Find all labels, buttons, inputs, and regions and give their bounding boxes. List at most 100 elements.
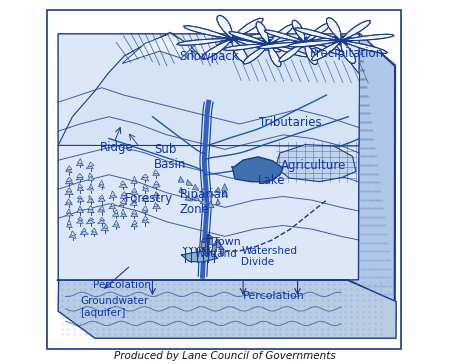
Polygon shape [78,217,83,221]
Polygon shape [101,226,108,231]
Text: Percolation: Percolation [93,280,151,290]
Polygon shape [78,183,83,188]
Polygon shape [152,194,160,198]
Polygon shape [133,176,136,181]
Polygon shape [111,203,116,207]
Polygon shape [91,230,98,235]
Polygon shape [58,280,396,338]
Text: Sub
Basin: Sub Basin [154,143,187,171]
Polygon shape [98,209,105,212]
Polygon shape [201,188,206,193]
Polygon shape [66,188,72,192]
Polygon shape [142,206,148,211]
Text: Tributaries: Tributaries [260,116,322,128]
Polygon shape [67,223,72,228]
Polygon shape [181,251,218,262]
Polygon shape [194,194,199,201]
Polygon shape [67,219,71,225]
Polygon shape [154,202,158,207]
Text: Snowpack: Snowpack [180,50,239,63]
Polygon shape [98,220,105,224]
Polygon shape [130,213,138,217]
Text: Groundwater
[aquifer]: Groundwater [aquifer] [80,296,148,318]
Polygon shape [98,184,104,188]
Polygon shape [120,181,126,185]
Polygon shape [207,191,214,197]
Bar [202,242,205,247]
Polygon shape [288,17,394,63]
Polygon shape [87,197,94,203]
Polygon shape [66,199,72,203]
Text: Wetland: Wetland [194,249,237,259]
Polygon shape [142,219,149,223]
Polygon shape [88,218,94,221]
Polygon shape [112,213,119,217]
Polygon shape [98,198,105,202]
Polygon shape [209,235,213,238]
Polygon shape [81,228,86,232]
Polygon shape [120,199,127,204]
Polygon shape [58,34,396,302]
Polygon shape [258,20,351,64]
Polygon shape [88,173,93,177]
Polygon shape [87,208,94,213]
Polygon shape [153,204,161,209]
Polygon shape [100,217,105,221]
Polygon shape [222,191,227,197]
Polygon shape [142,198,149,202]
Polygon shape [65,191,73,195]
Polygon shape [141,209,148,213]
Polygon shape [219,245,225,250]
Polygon shape [179,187,184,194]
Text: Town: Town [213,237,241,247]
Polygon shape [66,177,72,181]
Polygon shape [130,191,138,195]
Polygon shape [208,201,214,208]
Polygon shape [132,209,137,214]
Polygon shape [132,200,137,203]
Bar [205,249,209,254]
Bar [216,242,220,247]
Polygon shape [178,177,184,182]
Polygon shape [186,179,193,186]
Polygon shape [154,191,158,195]
Polygon shape [276,145,356,182]
Polygon shape [215,187,220,193]
Polygon shape [89,183,93,189]
Text: Forestry: Forestry [125,192,174,205]
Polygon shape [347,33,395,302]
Polygon shape [88,205,93,210]
Polygon shape [76,208,84,213]
Polygon shape [66,209,71,214]
Polygon shape [70,231,76,236]
Polygon shape [185,195,191,201]
Polygon shape [89,195,93,199]
Polygon shape [91,228,96,232]
Polygon shape [153,170,159,174]
Polygon shape [152,183,160,188]
Polygon shape [65,213,73,216]
Polygon shape [78,206,82,210]
Polygon shape [221,183,228,190]
Polygon shape [77,196,82,199]
Polygon shape [76,162,84,166]
Polygon shape [154,181,159,185]
Polygon shape [109,204,116,209]
Polygon shape [119,184,128,188]
Text: Watershed
Divide: Watershed Divide [241,246,297,267]
Polygon shape [80,231,89,235]
Polygon shape [64,202,72,205]
Polygon shape [57,280,395,302]
Polygon shape [88,162,94,167]
Polygon shape [121,191,126,195]
Polygon shape [193,184,199,190]
Polygon shape [200,198,207,204]
Polygon shape [109,194,117,199]
Polygon shape [69,234,76,238]
Polygon shape [143,186,148,191]
Polygon shape [104,224,108,228]
Text: Riparian
Zone: Riparian Zone [180,188,229,216]
Polygon shape [77,198,84,202]
Polygon shape [141,176,149,181]
Polygon shape [223,21,314,67]
